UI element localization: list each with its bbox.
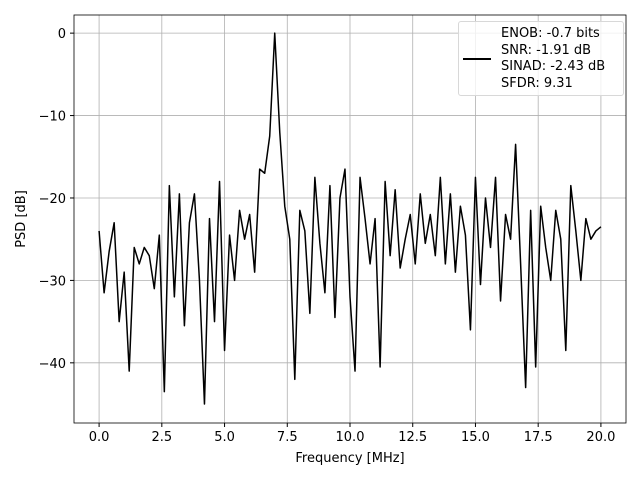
plot-frame bbox=[73, 14, 627, 424]
data-line bbox=[98, 32, 602, 405]
x-tick-label: 7.5 bbox=[277, 430, 298, 445]
x-tick-label: 20.0 bbox=[586, 430, 615, 445]
x-tick-label: 15.0 bbox=[461, 430, 490, 445]
x-tick-label: 12.5 bbox=[398, 430, 427, 445]
x-tick-label: 10.0 bbox=[336, 430, 365, 445]
legend-swatch bbox=[463, 58, 491, 60]
y-tick-label: −40 bbox=[39, 357, 66, 372]
x-tick-label: 0.0 bbox=[89, 430, 110, 445]
x-tick-label: 2.5 bbox=[151, 430, 172, 445]
x-tick-label: 5.0 bbox=[214, 430, 235, 445]
x-tick-label: 17.5 bbox=[524, 430, 553, 445]
y-tick-label: −30 bbox=[39, 274, 66, 289]
legend: ENOB: -0.7 bits SNR: -1.91 dB SINAD: -2.… bbox=[458, 21, 624, 96]
legend-label: ENOB: -0.7 bits SNR: -1.91 dB SINAD: -2.… bbox=[501, 26, 606, 91]
y-tick-label: −10 bbox=[39, 110, 66, 125]
x-axis-label: Frequency [MHz] bbox=[295, 451, 404, 466]
y-tick-label: 0 bbox=[58, 27, 66, 42]
y-axis-label: PSD [dB] bbox=[14, 190, 29, 248]
y-tick-label: −20 bbox=[39, 192, 66, 207]
